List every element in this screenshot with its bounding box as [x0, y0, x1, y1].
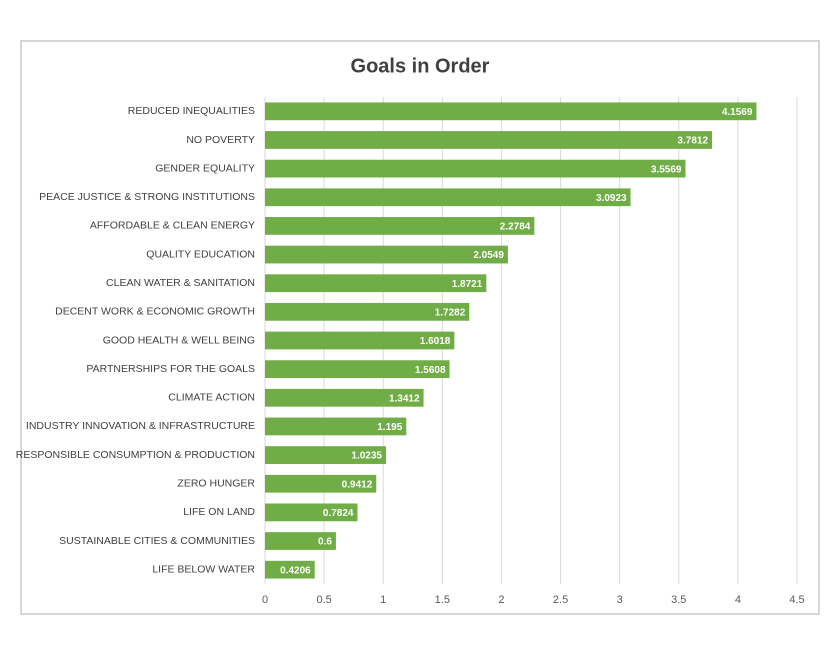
x-tick-label: 1.5 — [435, 594, 450, 606]
bar — [265, 474, 377, 493]
bar — [265, 245, 508, 264]
y-tick-label: LIFE BELOW WATER — [152, 563, 255, 575]
bar — [265, 102, 757, 121]
value-label: 1.3412 — [389, 393, 420, 404]
value-label: 1.6018 — [420, 336, 451, 347]
value-label: 0.6 — [318, 537, 332, 548]
value-label: 2.0549 — [473, 250, 504, 261]
x-tick-label: 4 — [735, 594, 741, 606]
y-tick-label: INDUSTRY INNOVATION & INFRASTRUCTURE — [26, 420, 255, 432]
bar — [265, 302, 470, 321]
bar — [265, 360, 450, 379]
value-label: 2.2784 — [500, 222, 531, 233]
y-tick-label: GOOD HEALTH & WELL BEING — [103, 334, 255, 346]
y-tick-label: CLEAN WATER & SANITATION — [106, 277, 255, 289]
value-label: 1.7282 — [435, 307, 466, 318]
x-tick-label: 3 — [617, 594, 623, 606]
y-tick-label: LIFE ON LAND — [183, 506, 255, 518]
x-tick-label: 2.5 — [553, 594, 568, 606]
value-label: 3.7812 — [677, 136, 708, 147]
bar — [265, 131, 713, 149]
y-tick-label: QUALITY EDUCATION — [146, 248, 255, 260]
value-label: 1.5608 — [415, 365, 446, 376]
bar — [265, 417, 407, 436]
x-tick-label: 1 — [380, 594, 386, 606]
bar — [265, 274, 487, 293]
bar — [265, 159, 686, 178]
y-tick-label: REDUCED INEQUALITIES — [128, 105, 255, 117]
value-label: 3.5569 — [651, 164, 682, 175]
y-tick-label: CLIMATE ACTION — [168, 392, 255, 404]
bar — [265, 388, 424, 407]
value-label: 1.0235 — [351, 451, 382, 462]
y-tick-label: AFFORDABLE & CLEAN ENERGY — [90, 220, 255, 232]
x-tick-label: 0 — [262, 594, 268, 606]
y-tick-label: RESPONSIBLE CONSUMPTION & PRODUCTION — [16, 449, 255, 461]
value-label: 4.1569 — [722, 107, 753, 118]
bar — [265, 503, 358, 522]
chart-frame — [20, 40, 820, 615]
value-label: 1.8721 — [452, 279, 483, 290]
value-label: 0.4206 — [280, 565, 311, 576]
value-label: 0.7824 — [323, 508, 354, 519]
bar — [265, 560, 315, 579]
y-tick-label: GENDER EQUALITY — [155, 162, 255, 174]
bar — [265, 446, 387, 464]
y-tick-label: SUSTAINABLE CITIES & COMMUNITIES — [59, 535, 255, 547]
value-label: 1.195 — [377, 422, 402, 433]
value-label: 0.9412 — [342, 479, 373, 490]
bar — [265, 331, 455, 350]
bar — [265, 217, 535, 235]
x-tick-label: 4.5 — [789, 594, 804, 606]
value-label: 3.0923 — [596, 193, 627, 204]
y-tick-label: PEACE JUSTICE & STRONG INSTITUTIONS — [39, 191, 255, 203]
y-tick-label: ZERO HUNGER — [177, 478, 255, 490]
y-tick-label: DECENT WORK & ECONOMIC GROWTH — [55, 306, 255, 318]
bar — [265, 532, 336, 550]
chart-title: Goals in Order — [351, 55, 490, 77]
x-tick-label: 0.5 — [316, 594, 331, 606]
x-tick-label: 3.5 — [671, 594, 686, 606]
y-tick-label: PARTNERSHIPS FOR THE GOALS — [86, 363, 255, 375]
y-tick-label: NO POVERTY — [186, 134, 255, 146]
bar — [265, 188, 631, 207]
x-tick-label: 2 — [498, 594, 504, 606]
